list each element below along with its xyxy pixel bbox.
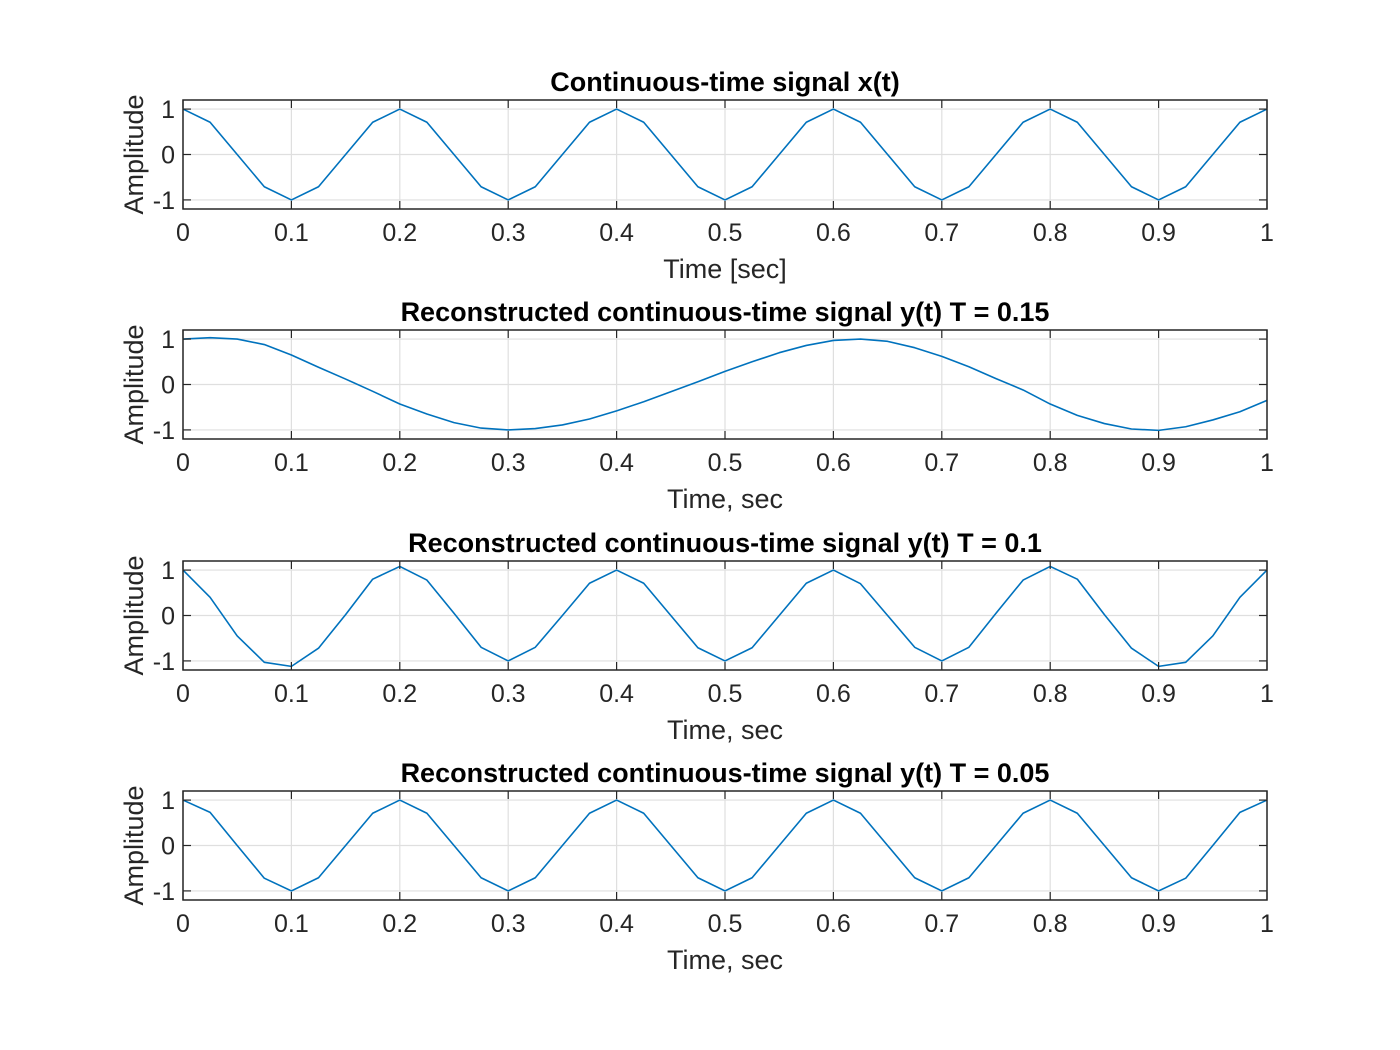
x-tick-label: 0.6	[816, 449, 851, 477]
x-tick-label: 0.4	[599, 910, 634, 938]
x-axis-label: Time, sec	[667, 945, 783, 975]
y-tick-label: -1	[153, 417, 175, 445]
x-tick-label: 0.4	[599, 680, 634, 708]
x-tick-label: 0.8	[1033, 449, 1068, 477]
x-tick-label: 0.5	[708, 910, 743, 938]
y-tick-label: -1	[153, 648, 175, 676]
series-line	[182, 565, 1268, 668]
x-tick-label: 0.1	[274, 449, 309, 477]
y-tick-label: 0	[161, 372, 175, 400]
y-tick-label: 0	[161, 603, 175, 631]
x-tick-label: 0.9	[1141, 680, 1176, 708]
subplot-title: Reconstructed continuous-time signal y(t…	[401, 297, 1050, 327]
x-axis-label: Time, sec	[667, 484, 783, 514]
x-tick-label: 0.7	[924, 680, 959, 708]
subplot-title: Continuous-time signal x(t)	[550, 67, 899, 97]
x-tick-label: 0.2	[382, 680, 417, 708]
y-axis-label: Amplitude	[119, 785, 149, 905]
x-tick-label: 0.5	[708, 680, 743, 708]
x-tick-label: 0.4	[599, 449, 634, 477]
subplot-1: 0 0.1 0.2 0.3 0.4 0.5 0.6 0.7 0.8 0.9 1-101Continu…	[119, 67, 1274, 284]
y-tick-label: 1	[161, 96, 175, 124]
x-tick-label: 0.6	[816, 219, 851, 247]
y-axis-label: Amplitude	[119, 324, 149, 444]
y-tick-label: 1	[161, 787, 175, 815]
x-tick-label: 0.7	[924, 910, 959, 938]
x-tick-label: 0.2	[382, 219, 417, 247]
x-tick-label: 0	[176, 680, 190, 708]
x-tick-label: 0.4	[599, 219, 634, 247]
subplot-4: 0 0.1 0.2 0.3 0.4 0.5 0.6 0.7 0.8 0.9 1-101Reconst…	[119, 758, 1274, 975]
y-axis-label: Amplitude	[119, 94, 149, 214]
x-tick-label: 0	[176, 219, 190, 247]
x-tick-label: 1	[1260, 219, 1274, 247]
y-tick-label: 0	[161, 142, 175, 170]
x-tick-label: 0.3	[491, 449, 526, 477]
x-tick-label: 1	[1260, 680, 1274, 708]
x-tick-label: 0.3	[491, 910, 526, 938]
y-tick-label: 1	[161, 326, 175, 354]
subplot-3: 0 0.1 0.2 0.3 0.4 0.5 0.6 0.7 0.8 0.9 1-101Reconst…	[119, 528, 1274, 745]
x-tick-label: 0.6	[816, 680, 851, 708]
x-tick-label: 1	[1260, 910, 1274, 938]
x-tick-label: 0.5	[708, 449, 743, 477]
x-tick-label: 0.7	[924, 449, 959, 477]
x-axis-label: Time [sec]	[663, 254, 787, 284]
subplot-title: Reconstructed continuous-time signal y(t…	[401, 758, 1050, 788]
x-axis-label: Time, sec	[667, 715, 783, 745]
x-tick-label: 0	[176, 910, 190, 938]
x-tick-label: 1	[1260, 449, 1274, 477]
x-tick-label: 0.7	[924, 219, 959, 247]
y-tick-label: 1	[161, 557, 175, 585]
x-tick-label: 0.3	[491, 219, 526, 247]
x-tick-label: 0.8	[1033, 910, 1068, 938]
x-tick-label: 0.9	[1141, 219, 1176, 247]
x-tick-label: 0.1	[274, 910, 309, 938]
x-tick-label: 0.1	[274, 680, 309, 708]
x-tick-label: 0	[176, 449, 190, 477]
x-tick-label: 0.6	[816, 910, 851, 938]
x-tick-label: 0.9	[1141, 910, 1176, 938]
x-tick-label: 0.8	[1033, 680, 1068, 708]
y-tick-label: 0	[161, 833, 175, 861]
x-tick-label: 0.8	[1033, 219, 1068, 247]
x-tick-label: 0.2	[382, 910, 417, 938]
series-line	[182, 336, 1268, 432]
x-tick-label: 0.3	[491, 680, 526, 708]
x-tick-label: 0.9	[1141, 449, 1176, 477]
series-line	[182, 799, 1268, 892]
x-tick-label: 0.1	[274, 219, 309, 247]
series-line	[182, 108, 1268, 201]
y-axis-label: Amplitude	[119, 555, 149, 675]
y-tick-label: -1	[153, 878, 175, 906]
x-tick-label: 0.2	[382, 449, 417, 477]
y-tick-label: -1	[153, 187, 175, 215]
subplot-title: Reconstructed continuous-time signal y(t…	[408, 528, 1042, 558]
subplot-2: 0 0.1 0.2 0.3 0.4 0.5 0.6 0.7 0.8 0.9 1-101Reconst…	[119, 297, 1274, 514]
x-tick-label: 0.5	[708, 219, 743, 247]
